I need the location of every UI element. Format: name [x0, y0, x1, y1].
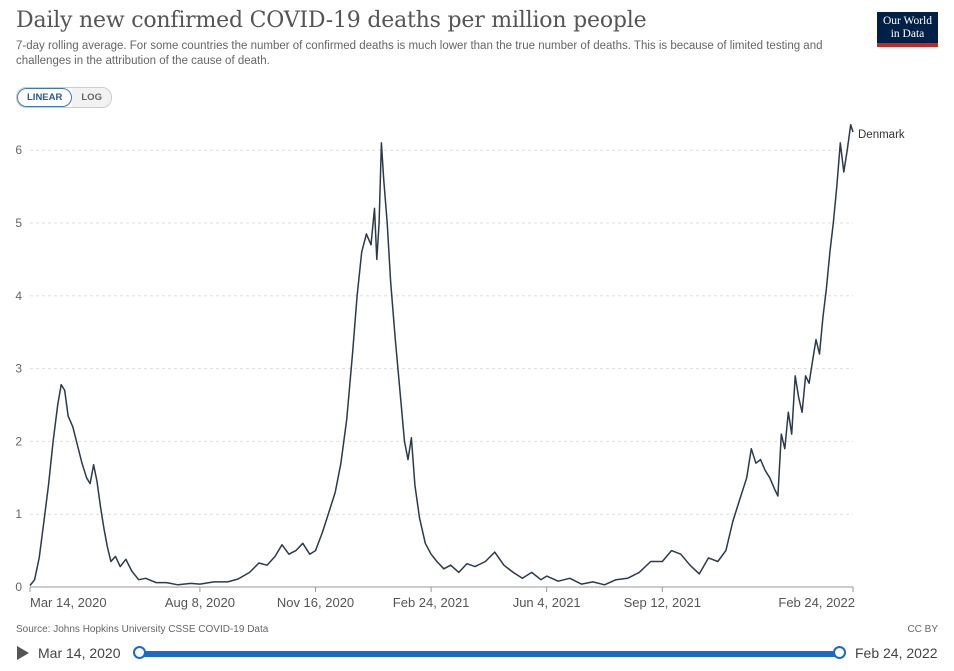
x-tick-label: Aug 8, 2020: [165, 595, 235, 610]
y-tick-label: 0: [15, 580, 22, 594]
logo-line-1: Our World: [882, 15, 932, 27]
owid-logo[interactable]: Our World in Data: [877, 12, 938, 47]
y-axis-ticks: 0 1 2 3 4 5 6: [15, 143, 22, 594]
linear-scale-button[interactable]: LINEAR: [17, 88, 73, 107]
x-tick-label: Sep 12, 2021: [624, 595, 701, 610]
timeline-end-handle[interactable]: [833, 646, 846, 659]
line-chart: 0 1 2 3 4 5 6 Mar 14, 2020 Aug 8, 2020 Nov 16, 2…: [15, 123, 905, 610]
logo-line-2: in Data: [890, 28, 925, 40]
chart-title: Daily new confirmed COVID-19 deaths per …: [16, 8, 647, 33]
y-tick-label: 1: [15, 507, 22, 521]
series-label-denmark[interactable]: Denmark: [858, 129, 905, 141]
timeline-track[interactable]: [140, 651, 840, 657]
x-axis-ticks: Mar 14, 2020 Aug 8, 2020 Nov 16, 2020 Feb 2…: [29, 587, 855, 610]
series-line-denmark[interactable]: [29, 123, 854, 586]
timeline-start-handle[interactable]: [133, 646, 146, 659]
log-scale-button[interactable]: LOG: [72, 88, 111, 107]
license-link[interactable]: CC BY: [907, 624, 938, 635]
x-tick-label: Feb 24, 2022: [778, 595, 855, 610]
y-tick-label: 2: [15, 434, 22, 448]
series-layer: Denmark: [29, 123, 905, 586]
source-note[interactable]: Source: Johns Hopkins University CSSE CO…: [16, 624, 269, 635]
x-tick-label: Jun 4, 2021: [513, 595, 581, 610]
scale-toggle: LINEAR LOG: [16, 87, 112, 108]
x-tick-label: Mar 14, 2020: [30, 595, 107, 610]
timeline-start-label: Mar 14, 2020: [38, 645, 121, 661]
y-tick-label: 6: [15, 143, 22, 157]
x-tick-label: Nov 16, 2020: [277, 595, 354, 610]
y-tick-label: 5: [15, 216, 22, 230]
x-tick-label: Feb 24, 2021: [393, 595, 470, 610]
y-tick-label: 3: [15, 362, 22, 376]
y-tick-label: 4: [15, 289, 22, 303]
grid-lines: [30, 149, 853, 515]
timeline-end-label: Feb 24, 2022: [855, 645, 938, 661]
timeline: Mar 14, 2020 Feb 24, 2022: [0, 641, 954, 667]
play-icon[interactable]: [17, 646, 29, 660]
chart-subtitle: 7-day rolling average. For some countrie…: [16, 40, 823, 67]
